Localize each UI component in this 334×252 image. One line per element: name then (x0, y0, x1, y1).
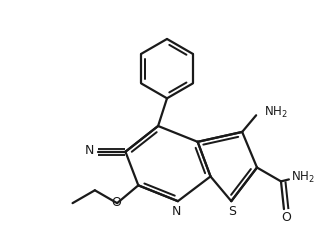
Text: S: S (228, 205, 236, 217)
Text: N: N (172, 205, 182, 217)
Text: N: N (85, 144, 95, 157)
Text: NH$_2$: NH$_2$ (291, 170, 315, 185)
Text: O: O (111, 196, 121, 209)
Text: NH$_2$: NH$_2$ (264, 105, 288, 120)
Text: O: O (281, 211, 291, 225)
